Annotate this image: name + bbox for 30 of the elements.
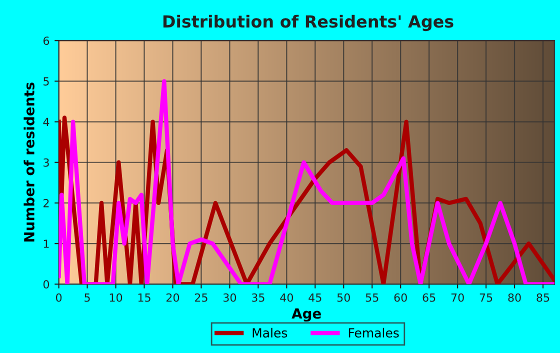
y-tick-label: 0 — [43, 280, 50, 289]
y-tick-label: 2 — [44, 198, 49, 208]
x-tick-label: 55 — [366, 294, 378, 302]
legend-label: Females — [348, 328, 399, 338]
x-tick-label: 45 — [308, 294, 322, 302]
x-tick-label: 10 — [110, 293, 122, 302]
x-tick-label: 25 — [194, 293, 208, 302]
x-axis-title: Age — [292, 308, 321, 322]
y-tick-label: 6 — [43, 36, 50, 45]
x-tick-label: 30 — [223, 293, 236, 302]
x-tick-label: 75 — [480, 294, 492, 302]
x-tick-label: 5 — [84, 294, 90, 302]
x-tick-label: 80 — [508, 293, 521, 302]
x-tick-label: 65 — [422, 293, 436, 302]
x-tick-label: 40 — [280, 293, 293, 302]
y-tick-label: 3 — [44, 158, 49, 167]
chart-title: Distribution of Residents' Ages — [163, 14, 454, 32]
x-tick-label: 70 — [451, 293, 464, 302]
y-tick-label: 5 — [44, 77, 49, 86]
x-tick-label: 20 — [166, 293, 180, 302]
legend-label: Males — [252, 328, 288, 338]
x-tick-label: 85 — [536, 293, 550, 302]
x-tick-label: 60 — [394, 293, 407, 302]
x-tick-label: 0 — [56, 293, 62, 302]
y-tick-label: 1 — [44, 240, 49, 248]
y-axis-title: Number of residents — [24, 82, 34, 242]
y-tick-label: 4 — [43, 118, 50, 126]
x-tick-label: 50 — [337, 293, 350, 302]
x-tick-label: 35 — [252, 293, 264, 302]
x-tick-label: 15 — [138, 294, 150, 302]
